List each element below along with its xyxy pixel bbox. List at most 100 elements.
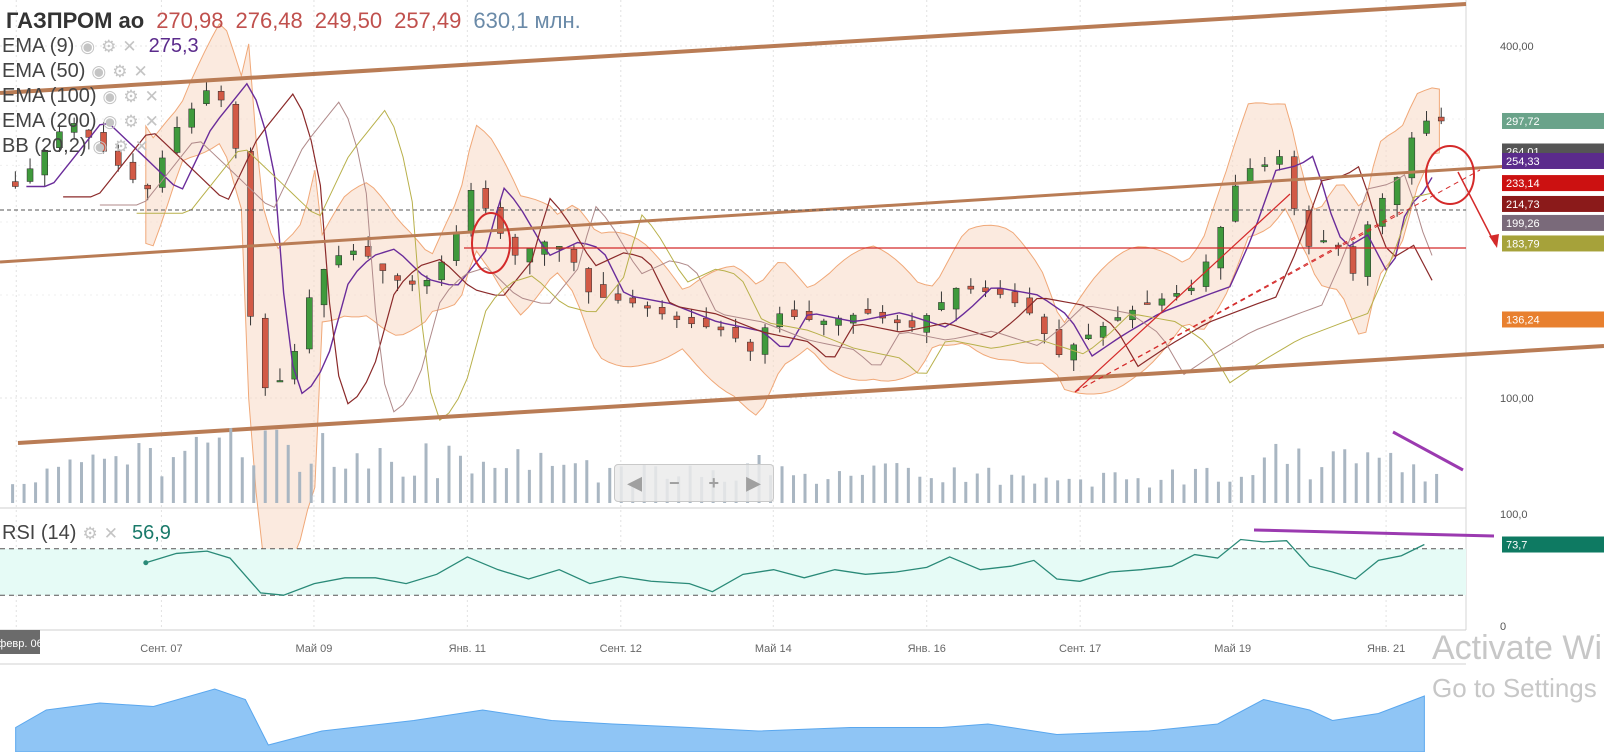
candle: [188, 108, 195, 128]
volume-bar: [837, 471, 841, 503]
candle: [1261, 164, 1269, 167]
close-icon[interactable]: ✕: [144, 111, 159, 131]
candle: [232, 103, 240, 149]
close-icon[interactable]: ✕: [122, 36, 137, 56]
candle: [203, 90, 210, 104]
candle: [702, 317, 710, 328]
price-level-value: 254,33: [1506, 156, 1540, 168]
overview-panel[interactable]: [0, 663, 1466, 752]
candle: [247, 151, 254, 317]
gear-icon[interactable]: ⚙: [123, 86, 139, 106]
volume-bar: [895, 463, 899, 503]
candle: [144, 184, 151, 190]
gear-icon[interactable]: ⚙: [112, 61, 128, 81]
candle: [1070, 344, 1077, 361]
eye-icon[interactable]: ◉: [102, 111, 118, 131]
close-icon[interactable]: ✕: [103, 523, 118, 543]
volume-bar: [447, 445, 451, 503]
candle: [350, 250, 357, 255]
candle: [335, 255, 342, 266]
candle: [100, 132, 107, 152]
volume-bar: [1148, 487, 1152, 503]
candle: [791, 309, 798, 317]
price-level-badge: [1502, 235, 1604, 252]
eye-icon[interactable]: ◉: [91, 61, 107, 81]
volume-bar: [22, 483, 26, 503]
volume-bar: [401, 476, 405, 503]
candle: [1188, 287, 1195, 292]
gear-icon[interactable]: ⚙: [101, 36, 117, 56]
volume-bars: [11, 428, 1464, 503]
gear-icon[interactable]: ⚙: [82, 523, 98, 543]
candle: [600, 284, 607, 298]
watermark-line2: Go to Settings: [1432, 673, 1597, 703]
candle: [938, 302, 945, 310]
volume-divergence-line: [1392, 430, 1464, 472]
gear-icon[interactable]: ⚙: [123, 111, 139, 131]
close-icon[interactable]: ✕: [144, 86, 159, 106]
gear-icon[interactable]: ⚙: [113, 136, 129, 156]
indicator-ema-100: EMA (100) ◉ ⚙ ✕: [2, 84, 199, 109]
candle: [12, 181, 19, 187]
volume-bar: [1285, 463, 1289, 503]
eye-icon[interactable]: ◉: [102, 86, 118, 106]
volume-value: 630,1 млн.: [473, 8, 581, 33]
candle: [688, 316, 695, 325]
volume-bar: [114, 456, 118, 503]
volume-bar: [1274, 443, 1278, 503]
indicator-label: EMA (50): [2, 60, 86, 82]
volume-bar: [1021, 475, 1025, 503]
volume-bar: [1056, 480, 1060, 503]
volume-bar: [1389, 452, 1393, 503]
volume-bar: [1113, 472, 1117, 503]
price-level-value: 183,79: [1506, 238, 1540, 250]
price-level-value: 199,26: [1506, 218, 1540, 230]
high-price: 276,48: [235, 8, 303, 33]
candle: [1320, 240, 1327, 243]
target-arrow: [1457, 171, 1496, 245]
price-level-badge: [1502, 311, 1604, 328]
candle: [732, 326, 739, 339]
channel-middle-line: [0, 158, 1604, 264]
eye-icon[interactable]: ◉: [92, 136, 108, 156]
close-icon[interactable]: ✕: [133, 61, 148, 81]
candle: [1114, 317, 1122, 321]
candle: [114, 150, 122, 166]
volume-bar: [1125, 479, 1129, 503]
eye-icon[interactable]: ◉: [80, 36, 96, 56]
candle: [1290, 156, 1298, 209]
volume-bar: [1297, 448, 1301, 503]
volume-bar: [160, 476, 164, 503]
candle: [482, 188, 489, 209]
candle: [629, 297, 636, 304]
volume-bar: [413, 475, 417, 503]
volume-bar: [849, 475, 853, 503]
x-tick-label: Май 14: [755, 643, 792, 655]
volume-bar: [1251, 475, 1255, 503]
volume-bar: [1182, 484, 1186, 503]
x-tick-label: Янв. 16: [908, 643, 946, 655]
volume-bar: [252, 465, 256, 503]
volume-bar: [183, 450, 187, 503]
volume-bar: [79, 462, 83, 503]
close-icon[interactable]: ✕: [134, 136, 149, 156]
candle: [1423, 120, 1430, 134]
zoom-out-button[interactable]: −: [668, 472, 680, 493]
zoom-in-button[interactable]: +: [708, 472, 719, 493]
volume-bar: [367, 468, 371, 503]
indicator-legend: EMA (9) ◉ ⚙ ✕ 275,3 EMA (50) ◉ ⚙ ✕ EMA (…: [2, 34, 199, 159]
volume-bar: [527, 469, 531, 503]
low-price: 249,50: [314, 8, 383, 33]
volume-bar: [1435, 473, 1439, 503]
volume-bar: [217, 437, 221, 503]
scroll-left-button[interactable]: ◀: [627, 472, 642, 493]
indicator-label: BB (20,2): [2, 135, 87, 157]
scroll-right-button[interactable]: ▶: [746, 472, 761, 493]
volume-bar: [1205, 467, 1209, 503]
volume-bar: [1079, 479, 1083, 503]
watermark-line1: Activate Wi: [1432, 629, 1603, 667]
price-level-labels: 297,72264,01254,33233,14214,73199,26183,…: [1502, 112, 1604, 328]
candle: [394, 275, 401, 281]
x-tick-label: Сент. 12: [600, 643, 642, 655]
